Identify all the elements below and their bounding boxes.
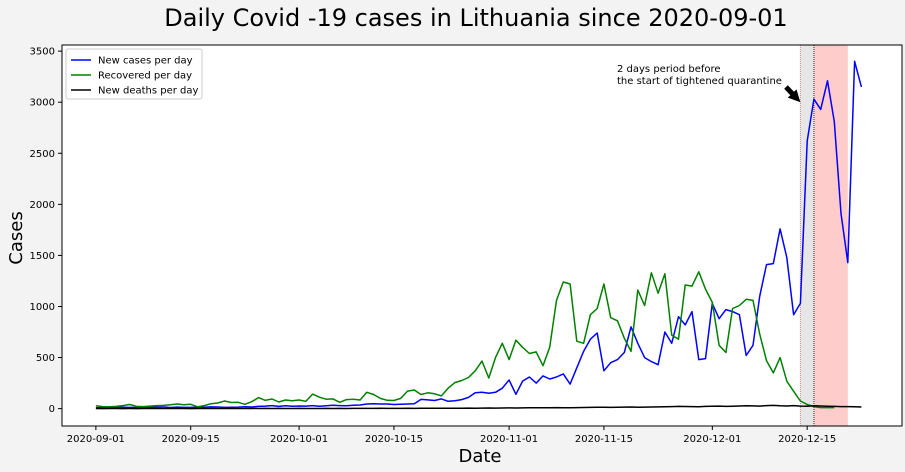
axes-frame [61, 44, 903, 427]
shaded-region-1 [800, 45, 814, 426]
series-line-2 [95, 271, 835, 409]
y-tick-label: 1000 [30, 302, 55, 313]
legend-label: Recovered per day [98, 71, 192, 82]
x-tick-label: 2020-12-15 [778, 434, 836, 445]
legend: New cases per day Recovered per day New de… [65, 48, 203, 100]
x-tick-label: 2020-09-01 [67, 434, 125, 445]
y-tick-label: 2500 [30, 149, 55, 160]
y-tick-label: 3500 [30, 47, 55, 58]
annotation-arrow [784, 85, 801, 103]
y-tick-label: 2000 [30, 200, 55, 211]
x-tick-label: 2020-11-01 [480, 434, 538, 445]
y-tick-label: 0 [49, 404, 55, 415]
annotation-line-2: the start of tightened quarantine [617, 76, 782, 87]
chart-title: Daily Covid -19 cases in Lithuania since… [164, 4, 787, 32]
y-tick-label: 1500 [30, 251, 55, 262]
series-line-3 [95, 404, 862, 410]
legend-label: New deaths per day [98, 86, 199, 97]
y-axis-label: Cases [6, 211, 27, 264]
x-tick-label: 2020-09-15 [162, 434, 220, 445]
legend-label: New cases per day [98, 56, 193, 67]
x-tick-label: 2020-12-01 [683, 434, 741, 445]
x-tick-label: 2020-11-15 [575, 434, 633, 445]
x-axis-label: Date [458, 446, 501, 467]
plot-area [62, 45, 902, 426]
x-tick-label: 2020-10-01 [270, 434, 328, 445]
series-line-1 [95, 60, 863, 409]
legend-box [65, 48, 203, 100]
y-tick-label: 3000 [30, 98, 55, 109]
y-tick-label: 500 [36, 353, 55, 364]
annotation-line-1: 2 days period before [617, 64, 721, 75]
x-tick-label: 2020-10-15 [365, 434, 423, 445]
